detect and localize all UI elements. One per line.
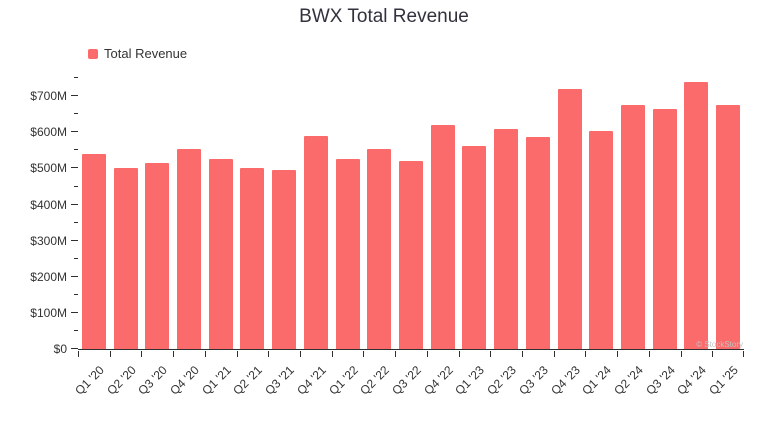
x-axis-tick (173, 351, 175, 357)
x-axis-label: Q1 '24 (579, 363, 615, 398)
x-axis-label: Q4 '23 (547, 363, 583, 398)
chart-title: BWX Total Revenue (299, 6, 469, 27)
x-axis-label: Q1 '21 (198, 363, 234, 398)
bar[interactable] (113, 168, 138, 349)
y-axis-tick-label: $600M (30, 125, 67, 140)
bar[interactable] (621, 104, 645, 349)
x-axis-label: Q3 '22 (389, 363, 424, 398)
y-axis-major-tick (71, 239, 78, 241)
x-axis-tick (331, 351, 333, 357)
y-axis-major-tick (71, 167, 78, 169)
x-axis-tick (522, 351, 523, 357)
x-axis-label: Q2 '23 (484, 363, 520, 398)
bar[interactable] (240, 167, 265, 349)
bar[interactable] (145, 163, 170, 349)
x-axis-tick (141, 351, 143, 357)
legend-item-total-revenue[interactable]: Total Revenue (88, 46, 187, 61)
bar[interactable] (367, 149, 392, 349)
bar[interactable] (303, 136, 328, 349)
x-axis-label: Q3 '20 (135, 363, 171, 398)
x-axis-tick (490, 351, 492, 357)
y-axis-major-tick (71, 203, 78, 205)
x-axis-tick (236, 351, 238, 357)
x-axis-tick (680, 351, 682, 357)
x-axis-label: Q4 '22 (420, 363, 456, 398)
y-axis-major-tick (71, 95, 78, 97)
watermark: © StockStory (696, 340, 743, 349)
x-axis-tick (426, 351, 428, 357)
y-axis-tick-label: $700M (30, 89, 67, 104)
x-axis: Q1 '20 Q2 '20 Q3 '20 Q4 '20 Q1 '21 Q2 '21 Q3 '… (72, 351, 744, 432)
x-axis-tick (458, 351, 460, 357)
y-axis-major-tick (71, 348, 78, 349)
y-axis-minor-tick (74, 257, 78, 259)
x-axis-tick (204, 351, 206, 357)
x-axis-label: Q3 '23 (516, 363, 551, 398)
bar[interactable] (557, 89, 582, 349)
x-axis-tick (648, 351, 650, 357)
y-axis-major-tick (71, 131, 78, 133)
bar[interactable] (652, 108, 677, 349)
x-axis-tick (617, 351, 619, 357)
bar[interactable] (494, 128, 519, 349)
y-axis-minor-tick (74, 113, 78, 115)
x-axis-tick (585, 351, 587, 357)
bar[interactable] (399, 161, 423, 349)
y-axis-minor-tick (74, 329, 78, 331)
x-axis-tick (743, 351, 744, 357)
y-axis-tick-label: $400M (30, 197, 67, 212)
y-axis-tick-label: $200M (30, 269, 67, 284)
x-axis-label: Q3 '24 (642, 363, 678, 398)
x-axis-label: Q1 '22 (325, 363, 361, 398)
x-axis-tick (109, 351, 111, 357)
bar[interactable] (335, 158, 360, 349)
x-axis-label: Q2 '20 (103, 363, 139, 398)
y-axis-minor-tick (74, 221, 78, 223)
y-axis-tick-label: $100M (30, 305, 67, 320)
y-axis-minor-tick (74, 185, 78, 187)
x-axis-tick (78, 351, 79, 357)
bar[interactable] (716, 104, 741, 349)
bar[interactable] (430, 125, 455, 349)
x-axis-label: Q1 '23 (452, 363, 488, 398)
bar[interactable] (81, 154, 106, 349)
x-axis-label: Q3 '21 (262, 363, 298, 398)
x-axis-label: Q1 '25 (706, 363, 742, 398)
x-axis-label: Q1 '20 (72, 363, 107, 398)
y-axis-minor-tick (74, 293, 78, 295)
plot-area: $0 $100M $200M $300M $400M $500M $600M $700M (30, 72, 744, 356)
bar[interactable] (525, 137, 550, 349)
bar[interactable] (684, 81, 709, 349)
y-axis-tick-label: $500M (30, 161, 67, 176)
y-axis-tick-label: $300M (30, 233, 67, 248)
legend-label: Total Revenue (104, 46, 188, 61)
y-axis-minor-tick (74, 77, 78, 79)
x-axis-tick (395, 351, 397, 357)
x-axis-tick (268, 351, 270, 357)
x-axis-label: Q2 '21 (230, 363, 266, 398)
bar[interactable] (589, 130, 614, 349)
x-axis-label: Q2 '24 (611, 363, 646, 398)
x-axis-tick (712, 351, 714, 357)
x-axis-label: Q4 '21 (294, 363, 329, 398)
y-axis-major-tick (71, 311, 78, 313)
x-axis-label: Q4 '20 (167, 363, 202, 398)
bar[interactable] (177, 149, 201, 349)
y-axis-minor-tick (74, 149, 78, 151)
x-axis-tick (363, 351, 365, 357)
bar[interactable] (462, 145, 487, 349)
bar[interactable] (208, 158, 233, 349)
x-axis-label: Q4 '24 (674, 363, 710, 398)
y-axis-major-tick (71, 275, 78, 277)
x-axis-tick (300, 351, 301, 357)
x-axis-tick (553, 351, 555, 357)
bar[interactable] (272, 170, 297, 349)
legend-swatch (88, 48, 98, 59)
y-axis-tick-label: $0 (53, 342, 67, 356)
x-axis-label: Q2 '22 (357, 363, 393, 398)
